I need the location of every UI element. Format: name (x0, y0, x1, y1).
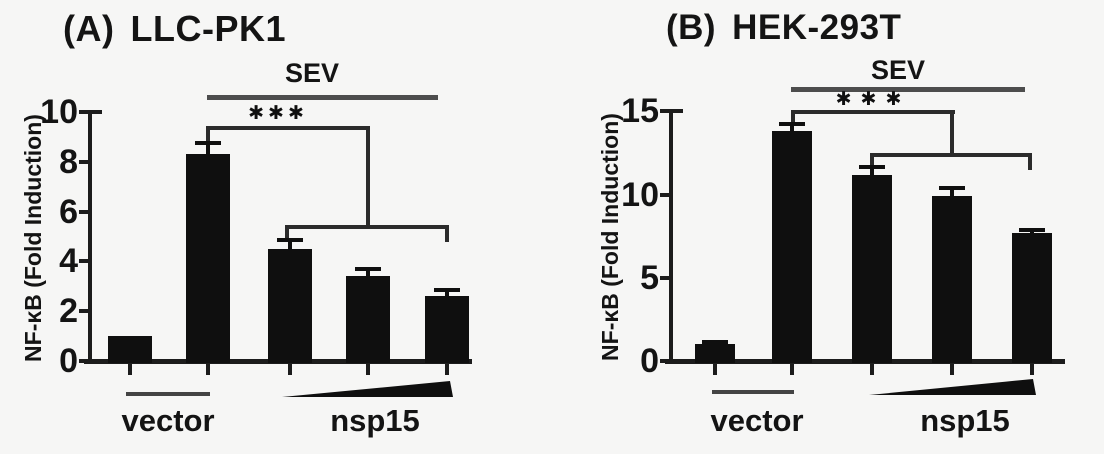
error-bar-stem (790, 123, 794, 138)
x-axis-tick (790, 364, 794, 375)
bar (852, 174, 892, 363)
bar (108, 336, 152, 363)
x-axis-tick (870, 364, 874, 375)
y-axis-tick-label: 4 (59, 242, 78, 281)
bar (346, 276, 390, 363)
panel-b-bracket-right-drop (950, 110, 954, 157)
panel-a-bracket-lower (285, 225, 449, 229)
y-axis-tick (79, 110, 88, 114)
panel-b-significance-asterisks: ✱✱✱ (835, 88, 911, 110)
y-axis-tick-label: 0 (59, 342, 78, 380)
error-bar-cap (1019, 228, 1045, 233)
x-axis-tick (206, 364, 210, 375)
y-axis-tick (79, 209, 88, 214)
y-axis-tick-label: 2 (59, 292, 78, 331)
bar (932, 196, 972, 363)
panel-a-y-axis-top-tick (92, 110, 102, 114)
panel-b-y-axis-top-tick (673, 109, 683, 113)
panel-b-group-label-vector: vector (710, 403, 804, 438)
panel-b-group-label-nsp15: nsp15 (920, 403, 1010, 438)
y-axis-tick (660, 359, 669, 363)
y-axis-tick-label: 5 (640, 258, 659, 297)
panel-a-group-label-nsp15: nsp15 (330, 403, 420, 438)
panel-b-index-label: (B) (666, 8, 717, 47)
error-bar-stem (206, 143, 210, 161)
x-axis-tick (128, 364, 132, 375)
x-axis-tick (366, 364, 370, 375)
panel-b-y-axis-title: NF-κB (Fold Induction) (597, 113, 623, 361)
panel-b-bracket-top (791, 110, 955, 114)
panel-a-vector-underline (126, 392, 210, 396)
y-axis-tick-label: 6 (59, 192, 78, 231)
y-axis-tick (660, 109, 669, 114)
panel-a-bracket-right-drop (366, 126, 370, 229)
y-axis-tick (79, 159, 88, 164)
error-bar-cap (195, 141, 221, 146)
bar (695, 344, 735, 363)
y-axis-tick-label: 0 (640, 342, 659, 380)
error-bar-stem (870, 167, 874, 181)
panel-a-cell-line: LLC-PK1 (130, 8, 286, 49)
error-bar-cap (277, 238, 303, 243)
panel-a-bracket-top (206, 126, 370, 130)
panel-a-bracket-lower-right-tick (445, 225, 449, 242)
y-axis-tick (660, 192, 669, 197)
bar (268, 248, 312, 363)
x-axis-tick (1030, 364, 1034, 375)
panel-a-sev-label: SEV (284, 58, 340, 88)
panel-b-sev-line (791, 87, 1025, 92)
panel-b-cell-line: HEK-293T (732, 8, 902, 47)
x-axis-tick (445, 364, 449, 375)
panel-a-y-axis-line (88, 110, 92, 363)
error-bar-cap (702, 339, 728, 344)
bar (186, 154, 230, 363)
bar (425, 296, 469, 363)
x-axis-tick (713, 364, 717, 375)
error-bar-stem (288, 240, 292, 255)
error-bar-cap (434, 288, 460, 293)
panel-b-bracket-lower-left-tick (870, 153, 874, 166)
error-bar-stem (366, 268, 370, 283)
error-bar-cap (779, 121, 805, 126)
panel-a-significance-asterisks: ✱✱✱ (248, 102, 308, 124)
y-axis-tick (79, 259, 88, 264)
y-axis-tick-label: 15 (621, 92, 659, 131)
error-bar-cap (355, 266, 381, 271)
panel-a-bracket-lower-left-tick (285, 225, 289, 240)
panel-b-sev-label: SEV (870, 55, 926, 85)
panel-a-bracket-left-drop (206, 126, 210, 144)
error-bar-stem (713, 341, 717, 351)
panel-a-title: (A) LLC-PK1 (63, 8, 286, 50)
x-axis-tick (950, 364, 954, 375)
error-bar-cap (939, 185, 965, 190)
panel-a-group-label-vector: vector (121, 403, 215, 438)
y-axis-tick (79, 309, 88, 314)
panel-b-bracket-lower (870, 153, 1032, 157)
panel-b-bracket-lower-right-tick (1028, 153, 1032, 170)
y-axis-tick-label: 8 (59, 142, 78, 181)
y-axis-tick-label: 10 (621, 175, 659, 214)
panel-b-vector-underline (712, 390, 794, 394)
panel-b-bracket-left-drop (791, 110, 795, 125)
error-bar-stem (1030, 230, 1034, 239)
panel-a-sev-line (207, 95, 438, 100)
panel-b-nsp15-dose-wedge-icon (869, 376, 1036, 395)
error-bar-stem (445, 290, 449, 303)
panel-a-index-label: (A) (63, 8, 115, 49)
error-bar-stem (950, 187, 954, 203)
error-bar-cap (859, 165, 885, 170)
panel-a-nsp15-dose-wedge-icon (282, 378, 453, 397)
panel-b-y-axis-line (669, 109, 673, 363)
y-axis-tick (660, 275, 669, 280)
bar (772, 131, 812, 363)
y-axis-tick (79, 359, 88, 363)
panel-b-title: (B) HEK-293T (666, 8, 901, 48)
y-axis-tick-label: 10 (40, 93, 78, 131)
x-axis-tick (288, 364, 292, 375)
bar (1012, 232, 1052, 363)
